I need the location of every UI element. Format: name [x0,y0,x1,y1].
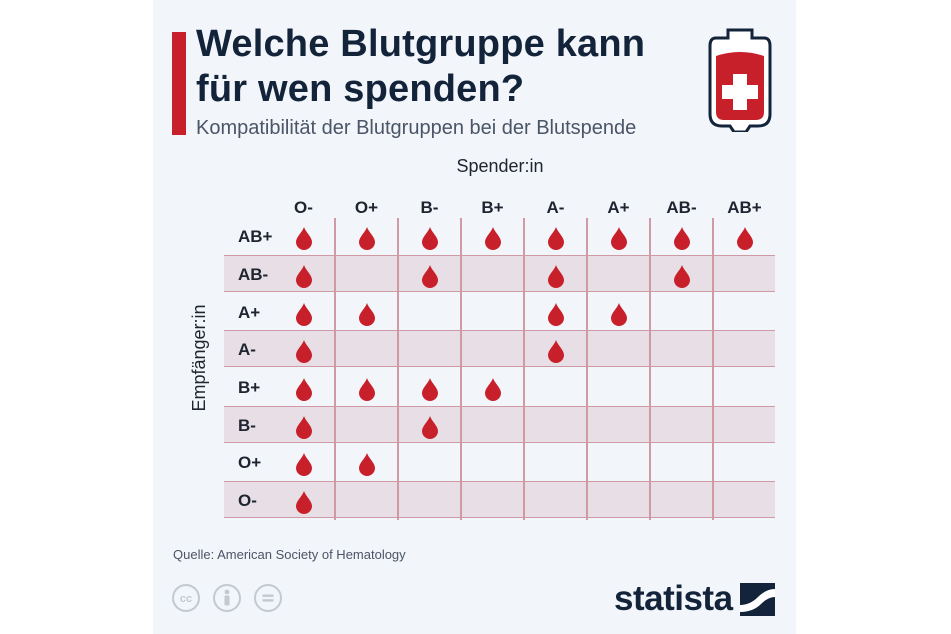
donor-label: AB- [666,198,697,217]
donor-label: B- [420,198,439,217]
blood-drop-icon [295,377,312,401]
recipient-label: B+ [238,378,261,397]
statista-logo: statista [614,580,776,618]
donor-axis-title: Spender:in [456,156,544,176]
row-band [224,330,775,367]
donor-label: A- [546,198,565,217]
donor-label: A+ [607,198,630,217]
grid-line [397,218,399,520]
blood-drop-icon [484,377,501,401]
title-accent-bar [172,32,186,135]
recipient-label: A- [238,340,256,359]
page-title: Welche Blutgruppe kann für wen spenden? [196,23,646,110]
statista-logo-icon [740,583,775,616]
attribution-icon [213,584,241,612]
page-subtitle: Kompatibilität der Blutgruppen bei der B… [196,117,637,139]
row-band [224,406,775,443]
blood-drop-icon [610,226,627,250]
grid-line [334,218,336,520]
license-icons: cc [172,584,284,614]
grid-line [460,218,462,520]
blood-drop-icon [295,415,312,439]
svg-text:cc: cc [180,593,192,605]
blood-drop-icon [421,226,438,250]
grid-line [523,218,525,520]
recipient-axis-label: Empfänger:in [189,304,209,412]
blood-drop-icon [295,302,312,326]
blood-drop-icon [673,226,690,250]
blood-drop-icon [421,377,438,401]
blood-drop-icon [295,264,312,288]
row-band [224,481,775,518]
blood-drop-icon [358,452,375,476]
donor-label: O- [294,198,313,217]
grid-line [649,218,651,520]
blood-drop-icon [421,415,438,439]
blood-drop-icon [610,302,627,326]
recipient-label: O+ [238,453,262,472]
blood-drop-icon [547,226,564,250]
blood-drop-icon [295,490,312,514]
donor-label: B+ [481,198,504,217]
blood-drop-icon [547,264,564,288]
blood-bag-icon [708,28,772,132]
statista-wordmark: statista [614,579,733,618]
source-note: Quelle: American Society of Hematology [173,547,406,562]
recipient-label: B- [238,416,256,435]
creative-commons-icon: cc [172,584,200,612]
recipient-label: AB- [238,265,269,284]
blood-drop-icon [736,226,753,250]
blood-drop-icon [295,226,312,250]
blood-drop-icon [484,226,501,250]
blood-drop-icon [358,226,375,250]
blood-drop-icon [358,302,375,326]
blood-drop-icon [547,302,564,326]
blood-drop-icon [547,339,564,363]
recipient-label: O- [238,491,257,510]
blood-drop-icon [673,264,690,288]
blood-drop-icon [421,264,438,288]
no-derivatives-icon [254,584,282,612]
recipient-label: A+ [238,303,261,322]
grid-line [712,218,714,520]
grid-line [586,218,588,520]
donor-label: O+ [354,198,379,217]
infographic-card [153,0,796,634]
blood-drop-icon [358,377,375,401]
donor-label: AB+ [727,198,762,217]
recipient-label: AB+ [238,227,273,246]
blood-drop-icon [295,339,312,363]
blood-drop-icon [295,452,312,476]
